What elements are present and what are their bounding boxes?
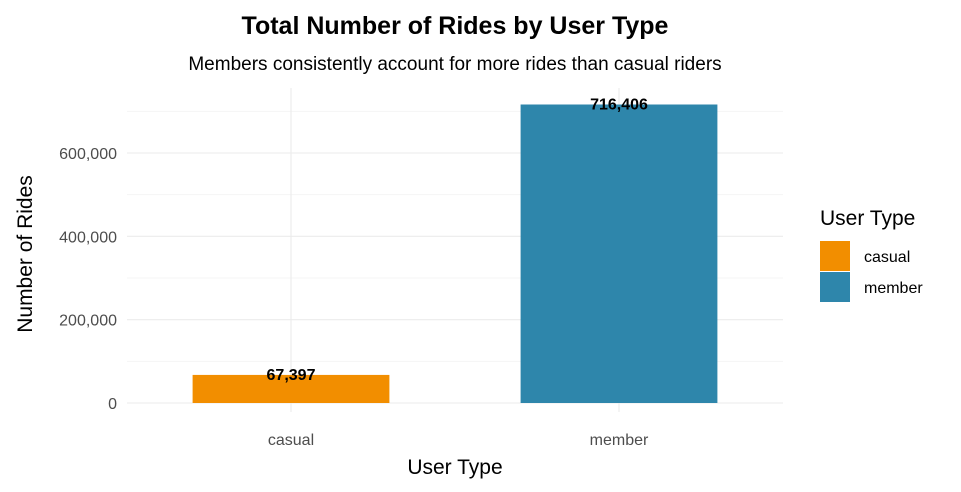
legend-key-casual [820, 241, 850, 271]
bar-casual [192, 374, 390, 403]
data-label-member: 716,406 [590, 96, 648, 113]
chart-subtitle: Members consistently account for more ri… [188, 54, 721, 75]
legend-label-member: member [864, 280, 923, 297]
legend-key-member [820, 272, 850, 302]
x-tick-label: member [590, 432, 649, 449]
legend-title: User Type [820, 207, 915, 230]
legend: User Type casual member [820, 207, 923, 302]
chart-title: Total Number of Rides by User Type [242, 12, 669, 40]
data-labels: 67,397 716,406 [267, 96, 648, 383]
y-tick-label: 0 [108, 396, 117, 413]
x-axis-ticks: casual member [268, 432, 649, 449]
y-axis-label: Number of Rides [14, 175, 37, 333]
x-axis-label: User Type [407, 456, 502, 479]
bar-member [520, 104, 718, 403]
bars [192, 104, 718, 403]
y-tick-label: 600,000 [59, 146, 117, 163]
y-axis-ticks: 0 200,000 400,000 600,000 [59, 146, 117, 413]
y-tick-label: 200,000 [59, 313, 117, 330]
legend-label-casual: casual [864, 249, 910, 266]
y-tick-label: 400,000 [59, 229, 117, 246]
x-tick-label: casual [268, 432, 314, 449]
data-label-casual: 67,397 [267, 367, 316, 384]
